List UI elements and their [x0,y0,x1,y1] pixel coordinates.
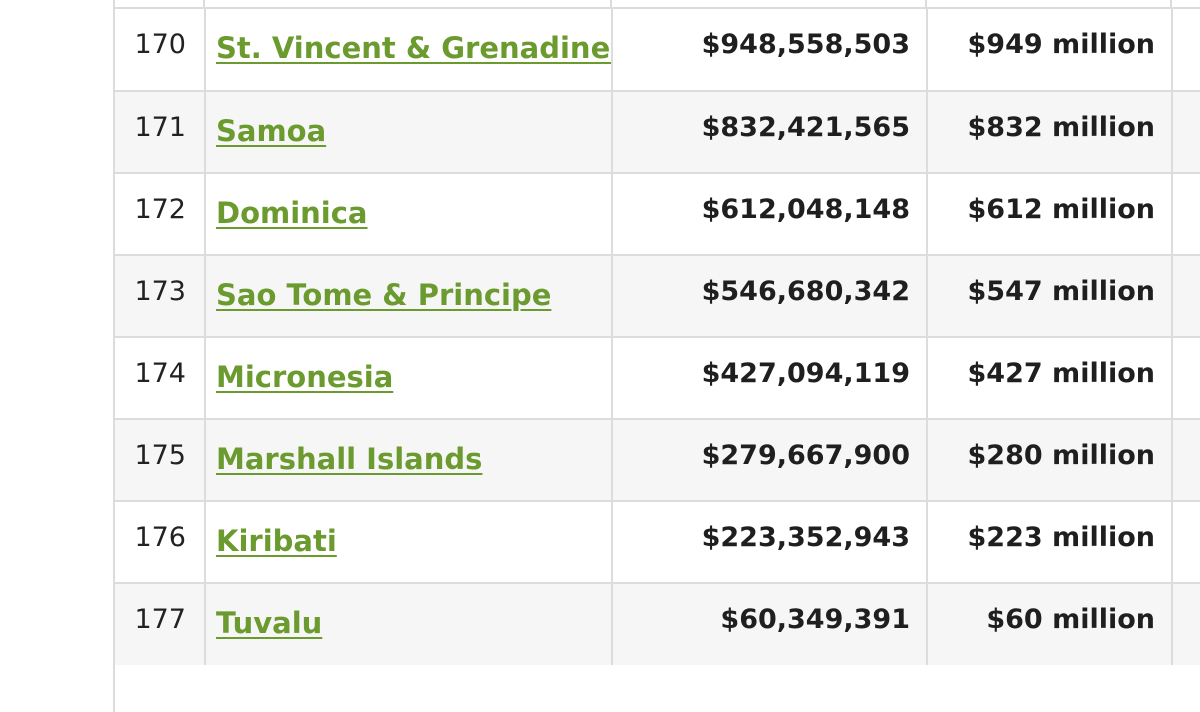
gdp-cell: $832,421,565 [612,91,928,174]
country-cell: Micronesia [205,337,613,420]
gdp-cell: $60,349,391 [612,583,928,665]
gdp-abbreviated-cell: $612 million [927,173,1173,256]
truncated-cell [1172,173,1200,256]
country-cell: Kiribati [205,501,613,584]
gdp-cell: $223,352,943 [612,501,928,584]
rank-cell: 171 [115,91,206,174]
gdp-abbreviated-cell: $949 million [927,9,1173,92]
gdp-abbreviated-cell: $60 million [927,583,1173,665]
gdp-cell: $546,680,342 [612,255,928,338]
table-row: 170 St. Vincent & Grenadines $948,558,50… [115,9,1200,92]
country-cell: Marshall Islands [205,419,613,502]
country-cell: Samoa [205,91,613,174]
country-link[interactable]: Dominica [216,196,368,230]
truncated-cell [1172,583,1200,665]
country-cell: Dominica [205,173,613,256]
country-link[interactable]: Sao Tome & Principe [216,278,552,312]
table-row: 172 Dominica $612,048,148 $612 million [115,173,1200,256]
gdp-abbreviated-cell: $223 million [927,501,1173,584]
truncated-cell [1172,255,1200,338]
country-link[interactable]: Micronesia [216,360,394,394]
truncated-cell [1172,9,1200,92]
rank-cell: 177 [115,583,206,665]
gdp-abbreviated-cell: $427 million [927,337,1173,420]
country-link[interactable]: St. Vincent & Grenadines [216,31,612,65]
gdp-cell: $612,048,148 [612,173,928,256]
rank-cell: 175 [115,419,206,502]
country-link[interactable]: Marshall Islands [216,442,483,476]
table-row: 174 Micronesia $427,094,119 $427 million [115,337,1200,420]
rank-cell: 173 [115,255,206,338]
gdp-cell: $427,094,119 [612,337,928,420]
table-row: 176 Kiribati $223,352,943 $223 million [115,501,1200,584]
gdp-table-container: 170 St. Vincent & Grenadines $948,558,50… [113,0,1200,712]
table-row: 173 Sao Tome & Principe $546,680,342 $54… [115,255,1200,338]
rank-cell: 170 [115,9,206,92]
table-bottom-space [115,665,1200,712]
truncated-cell [1172,501,1200,584]
truncated-cell [1172,419,1200,502]
gdp-abbreviated-cell: $280 million [927,419,1173,502]
truncated-cell [1172,91,1200,174]
rank-cell: 174 [115,337,206,420]
country-cell: Tuvalu [205,583,613,665]
gdp-cell: $948,558,503 [612,9,928,92]
rank-cell: 172 [115,173,206,256]
gdp-cell: $279,667,900 [612,419,928,502]
country-link[interactable]: Tuvalu [216,606,323,640]
rank-cell: 176 [115,501,206,584]
country-cell: St. Vincent & Grenadines [205,9,613,92]
table-row: 175 Marshall Islands $279,667,900 $280 m… [115,419,1200,502]
table-top-edge [115,0,1200,9]
gdp-abbreviated-cell: $547 million [927,255,1173,338]
country-cell: Sao Tome & Principe [205,255,613,338]
country-link[interactable]: Samoa [216,114,327,148]
table-row: 171 Samoa $832,421,565 $832 million [115,91,1200,174]
gdp-table: 170 St. Vincent & Grenadines $948,558,50… [115,9,1200,665]
truncated-cell [1172,337,1200,420]
gdp-abbreviated-cell: $832 million [927,91,1173,174]
table-row: 177 Tuvalu $60,349,391 $60 million [115,583,1200,665]
country-link[interactable]: Kiribati [216,524,337,558]
